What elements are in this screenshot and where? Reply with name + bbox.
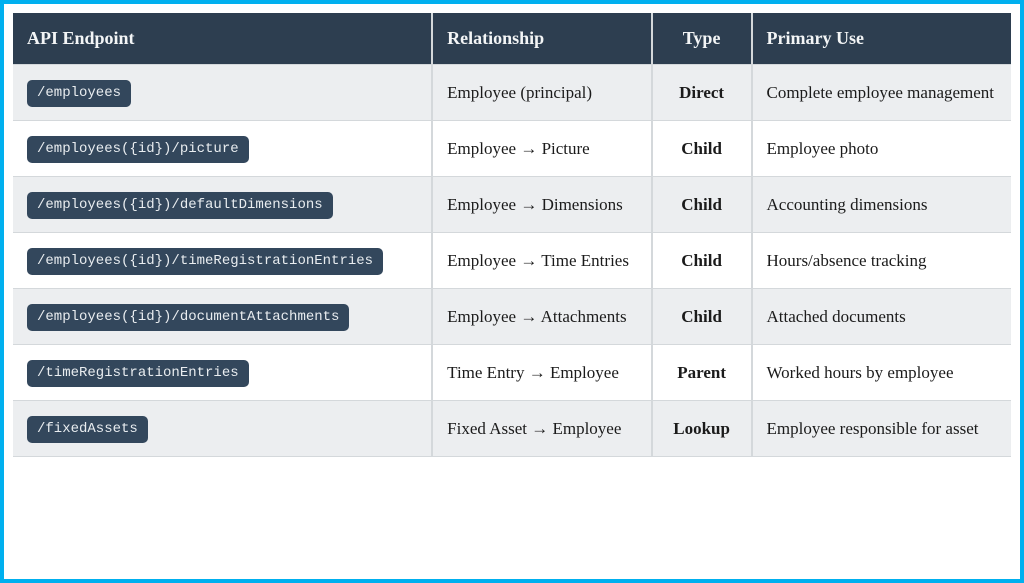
type-cell: Parent	[650, 344, 752, 401]
endpoint-cell: /timeRegistrationEntries	[13, 344, 433, 401]
relationship-cell: Employee (principal)	[431, 64, 652, 121]
column-header-primary-use: Primary Use	[750, 13, 1011, 65]
type-cell: Child	[650, 288, 752, 345]
table-row: /employees({id})/defaultDimensions Employ…	[13, 176, 1011, 233]
relationship-cell: Employee → Picture	[431, 120, 652, 177]
primary-use-cell: Employee photo	[750, 120, 1011, 177]
table-row: /employees({id})/picture Employee → Pictu…	[13, 120, 1011, 177]
endpoint-badge: /employees({id})/documentAttachments	[27, 304, 350, 331]
primary-use-cell: Hours/absence tracking	[750, 232, 1011, 289]
endpoint-badge: /employees({id})/defaultDimensions	[27, 192, 333, 219]
endpoint-cell: /employees({id})/defaultDimensions	[13, 176, 433, 233]
relationship-cell: Employee → Time Entries	[431, 232, 652, 289]
primary-use-cell: Accounting dimensions	[750, 176, 1011, 233]
primary-use-cell: Employee responsible for asset	[750, 400, 1011, 457]
endpoint-badge: /timeRegistrationEntries	[27, 360, 249, 387]
type-cell: Child	[650, 120, 752, 177]
table-header: API Endpoint Relationship Type Primary Use	[13, 13, 1011, 65]
endpoint-cell: /employees	[13, 64, 433, 121]
endpoint-cell: /employees({id})/picture	[13, 120, 433, 177]
table-row: /employees({id})/documentAttachments Empl…	[13, 288, 1011, 345]
relationship-cell: Employee → Dimensions	[431, 176, 652, 233]
table-body: /employees Employee (principal) Direct Comp…	[13, 64, 1011, 457]
relationship-cell: Employee → Attachments	[431, 288, 652, 345]
type-cell: Direct	[650, 64, 752, 121]
endpoint-cell: /employees({id})/timeRegistrationEntries	[13, 232, 433, 289]
column-header-relationship: Relationship	[431, 13, 652, 65]
primary-use-cell: Complete employee management	[750, 64, 1011, 121]
endpoint-cell: /fixedAssets	[13, 400, 433, 457]
primary-use-cell: Attached documents	[750, 288, 1011, 345]
endpoint-badge: /employees({id})/timeRegistrationEntries	[27, 248, 384, 275]
table-row: /employees Employee (principal) Direct Comp…	[13, 64, 1011, 121]
table-row: /employees({id})/timeRegistrationEntries…	[13, 232, 1011, 289]
table-row: /timeRegistrationEntries Time Entry → Emp…	[13, 344, 1011, 401]
header-row: API Endpoint Relationship Type Primary Use	[13, 13, 1011, 65]
type-cell: Lookup	[650, 400, 752, 457]
type-cell: Child	[650, 232, 752, 289]
endpoint-badge: /employees({id})/picture	[27, 136, 249, 163]
endpoint-cell: /employees({id})/documentAttachments	[13, 288, 433, 345]
primary-use-cell: Worked hours by employee	[750, 344, 1011, 401]
column-header-type: Type	[650, 13, 752, 65]
column-header-endpoint: API Endpoint	[13, 13, 433, 65]
endpoint-badge: /fixedAssets	[27, 416, 148, 443]
type-cell: Child	[650, 176, 752, 233]
table-row: /fixedAssets Fixed Asset → Employee Lookup…	[13, 400, 1011, 457]
relationship-cell: Time Entry → Employee	[431, 344, 652, 401]
api-endpoints-table: API Endpoint Relationship Type Primary Use …	[13, 13, 1011, 457]
relationship-cell: Fixed Asset → Employee	[431, 400, 652, 457]
endpoint-badge: /employees	[27, 80, 132, 107]
